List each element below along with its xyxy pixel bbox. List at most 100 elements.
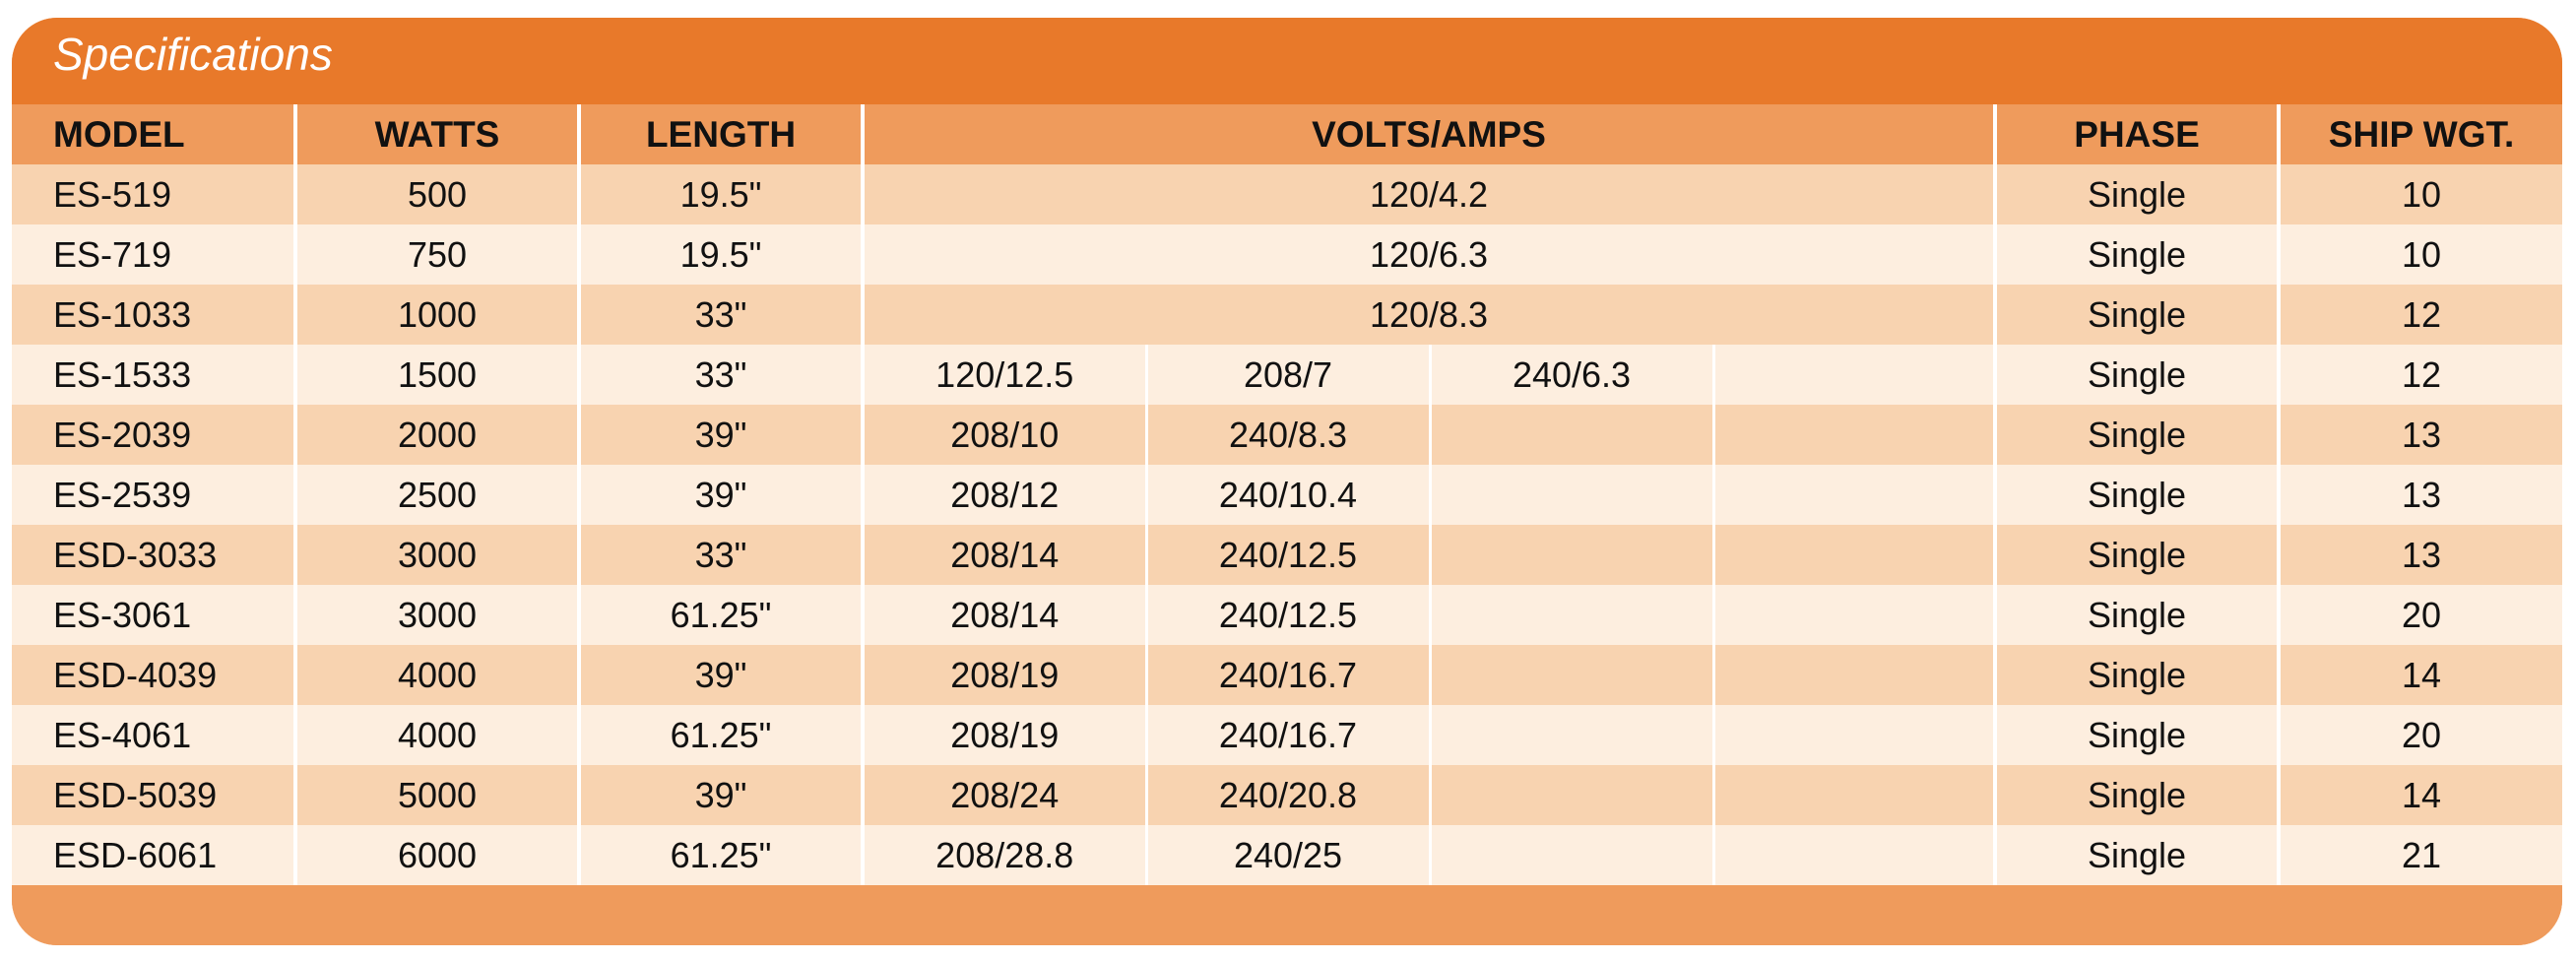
cell-volts-amps [1711, 645, 1996, 705]
cell-ship-wgt: 14 [2277, 765, 2562, 825]
cell-watts: 6000 [293, 825, 579, 885]
cell-length: 33" [577, 525, 863, 585]
cell-ship-wgt: 13 [2277, 465, 2562, 525]
cell-length: 61.25" [577, 705, 863, 765]
cell-length: 19.5" [577, 164, 863, 224]
cell-volts-amps [1428, 705, 1713, 765]
cell-volts-amps: 240/12.5 [1144, 585, 1430, 645]
cell-volts-amps: 240/10.4 [1144, 465, 1430, 525]
cell-volts-amps [1711, 765, 1996, 825]
cell-phase: Single [1993, 345, 2280, 405]
cell-length: 19.5" [577, 224, 863, 285]
cell-phase: Single [1993, 765, 2280, 825]
cell-volts-amps: 208/28.8 [861, 825, 1146, 885]
cell-model: ESD-3033 [12, 525, 295, 585]
table-row: ES-719 750 19.5" 120/6.3 Single 10 [12, 224, 2562, 285]
cell-volts-amps: 240/16.7 [1144, 705, 1430, 765]
cell-length: 61.25" [577, 585, 863, 645]
table-row: ES-2039 2000 39" 208/10 240/8.3 Single 13 [12, 405, 2562, 465]
table-row: ES-1033 1000 33" 120/8.3 Single 12 [12, 285, 2562, 345]
cell-watts: 3000 [293, 585, 579, 645]
cell-volts-amps: 208/12 [861, 465, 1146, 525]
cell-phase: Single [1993, 585, 2280, 645]
cell-volts-amps [1428, 405, 1713, 465]
cell-length: 39" [577, 465, 863, 525]
cell-volts-amps [1428, 645, 1713, 705]
cell-length: 39" [577, 765, 863, 825]
cell-ship-wgt: 10 [2277, 164, 2562, 224]
header-ship-wgt: SHIP WGT. [2277, 104, 2562, 164]
cell-volts-amps: 240/25 [1144, 825, 1430, 885]
cell-model: ES-2039 [12, 405, 295, 465]
specifications-table: MODEL WATTS LENGTH VOLTS/AMPS PHASE SHIP… [12, 104, 2562, 885]
cell-phase: Single [1993, 645, 2280, 705]
title-bar: Specifications [12, 18, 2562, 104]
table-row: ESD-4039 4000 39" 208/19 240/16.7 Single 14 [12, 645, 2562, 705]
cell-phase: Single [1993, 164, 2280, 224]
cell-ship-wgt: 10 [2277, 224, 2562, 285]
cell-watts: 750 [293, 224, 579, 285]
cell-volts-amps [1711, 405, 1996, 465]
cell-volts-amps: 240/20.8 [1144, 765, 1430, 825]
table-row: ES-1533 1500 33" 120/12.5 208/7 240/6.3 Single… [12, 345, 2562, 405]
table-row: ESD-5039 5000 39" 208/24 240/20.8 Single 14 [12, 765, 2562, 825]
cell-volts-amps [1711, 525, 1996, 585]
cell-model: ESD-4039 [12, 645, 295, 705]
cell-length: 39" [577, 645, 863, 705]
cell-volts-amps: 120/6.3 [860, 224, 1996, 285]
cell-length: 33" [577, 345, 863, 405]
cell-volts-amps [1428, 825, 1713, 885]
cell-model: ESD-6061 [12, 825, 295, 885]
cell-watts: 2500 [293, 465, 579, 525]
cell-volts-amps [1711, 705, 1996, 765]
cell-model: ES-3061 [12, 585, 295, 645]
cell-model: ES-4061 [12, 705, 295, 765]
cell-ship-wgt: 12 [2277, 345, 2562, 405]
header-phase: PHASE [1993, 104, 2280, 164]
cell-watts: 1500 [293, 345, 579, 405]
cell-volts-amps: 208/10 [861, 405, 1146, 465]
cell-length: 33" [577, 285, 863, 345]
cell-ship-wgt: 13 [2277, 525, 2562, 585]
cell-phase: Single [1993, 705, 2280, 765]
cell-volts-amps [1711, 585, 1996, 645]
cell-length: 61.25" [577, 825, 863, 885]
cell-phase: Single [1993, 285, 2280, 345]
cell-model: ES-1533 [12, 345, 295, 405]
cell-ship-wgt: 20 [2277, 705, 2562, 765]
cell-watts: 2000 [293, 405, 579, 465]
table-row: ESD-6061 6000 61.25" 208/28.8 240/25 Single 21 [12, 825, 2562, 885]
cell-volts-amps [1711, 465, 1996, 525]
header-row: MODEL WATTS LENGTH VOLTS/AMPS PHASE SHIP… [12, 104, 2562, 164]
cell-watts: 3000 [293, 525, 579, 585]
cell-watts: 1000 [293, 285, 579, 345]
cell-volts-amps: 240/16.7 [1144, 645, 1430, 705]
cell-volts-amps: 120/8.3 [860, 285, 1996, 345]
cell-volts-amps: 208/14 [861, 525, 1146, 585]
cell-model: ES-2539 [12, 465, 295, 525]
cell-watts: 4000 [293, 645, 579, 705]
cell-volts-amps: 240/6.3 [1428, 345, 1713, 405]
cell-ship-wgt: 20 [2277, 585, 2562, 645]
cell-volts-amps: 120/4.2 [860, 164, 1996, 224]
cell-volts-amps: 208/24 [861, 765, 1146, 825]
cell-volts-amps [1711, 825, 1996, 885]
header-model: MODEL [12, 104, 295, 164]
cell-volts-amps: 208/14 [861, 585, 1146, 645]
cell-phase: Single [1993, 825, 2280, 885]
cell-volts-amps [1428, 465, 1713, 525]
cell-watts: 5000 [293, 765, 579, 825]
table-title: Specifications [53, 29, 333, 80]
header-volts-amps: VOLTS/AMPS [860, 104, 1996, 164]
cell-phase: Single [1993, 465, 2280, 525]
table-row: ES-3061 3000 61.25" 208/14 240/12.5 Single 20 [12, 585, 2562, 645]
cell-volts-amps: 208/7 [1144, 345, 1430, 405]
bottom-bar [12, 891, 2562, 945]
cell-ship-wgt: 14 [2277, 645, 2562, 705]
cell-volts-amps: 240/12.5 [1144, 525, 1430, 585]
cell-phase: Single [1993, 224, 2280, 285]
cell-model: ES-1033 [12, 285, 295, 345]
header-watts: WATTS [293, 104, 579, 164]
cell-length: 39" [577, 405, 863, 465]
cell-phase: Single [1993, 405, 2280, 465]
